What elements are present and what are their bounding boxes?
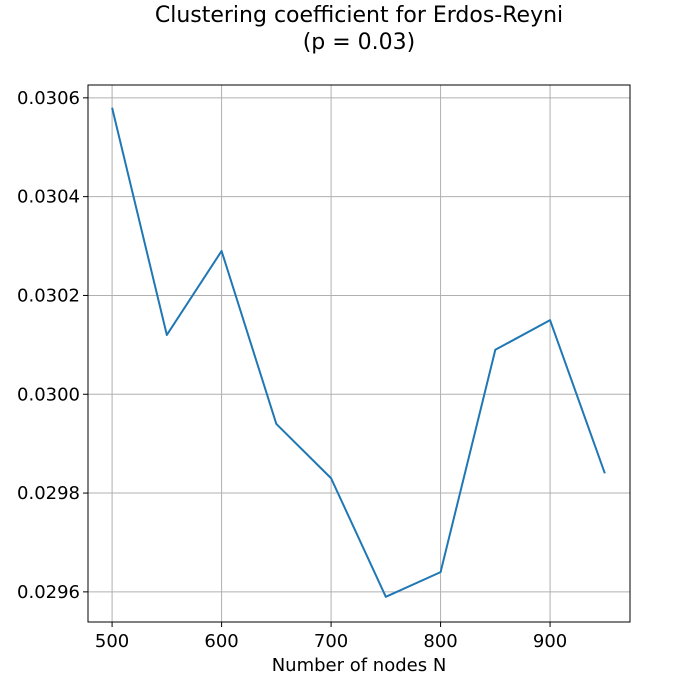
- x-axis: 500 600 700 800 900: [95, 622, 567, 652]
- grid: [88, 85, 630, 622]
- y-axis: 0.0296 0.0298 0.0300 0.0302 0.0304 0.0306: [17, 88, 88, 603]
- x-tick-label: 600: [204, 631, 238, 652]
- y-tick-label: 0.0304: [17, 187, 80, 208]
- y-tick-label: 0.0296: [17, 582, 80, 603]
- series-line: [111, 107, 606, 598]
- x-tick-label: 700: [314, 631, 348, 652]
- y-tick-label: 0.0302: [17, 285, 80, 306]
- x-tick-label: 500: [95, 631, 129, 652]
- chart-title: Clustering coefficient for Erdos-Reyni: [155, 3, 563, 28]
- y-tick-label: 0.0298: [17, 483, 80, 504]
- x-tick-label: 800: [423, 631, 457, 652]
- y-tick-label: 0.0300: [17, 384, 80, 405]
- chart-subtitle: (p = 0.03): [303, 30, 416, 55]
- x-tick-label: 900: [533, 631, 567, 652]
- plot-area: [111, 107, 606, 598]
- axes-frame: [87, 84, 631, 623]
- x-axis-label: Number of nodes N: [272, 655, 447, 676]
- y-tick-label: 0.0306: [17, 88, 80, 109]
